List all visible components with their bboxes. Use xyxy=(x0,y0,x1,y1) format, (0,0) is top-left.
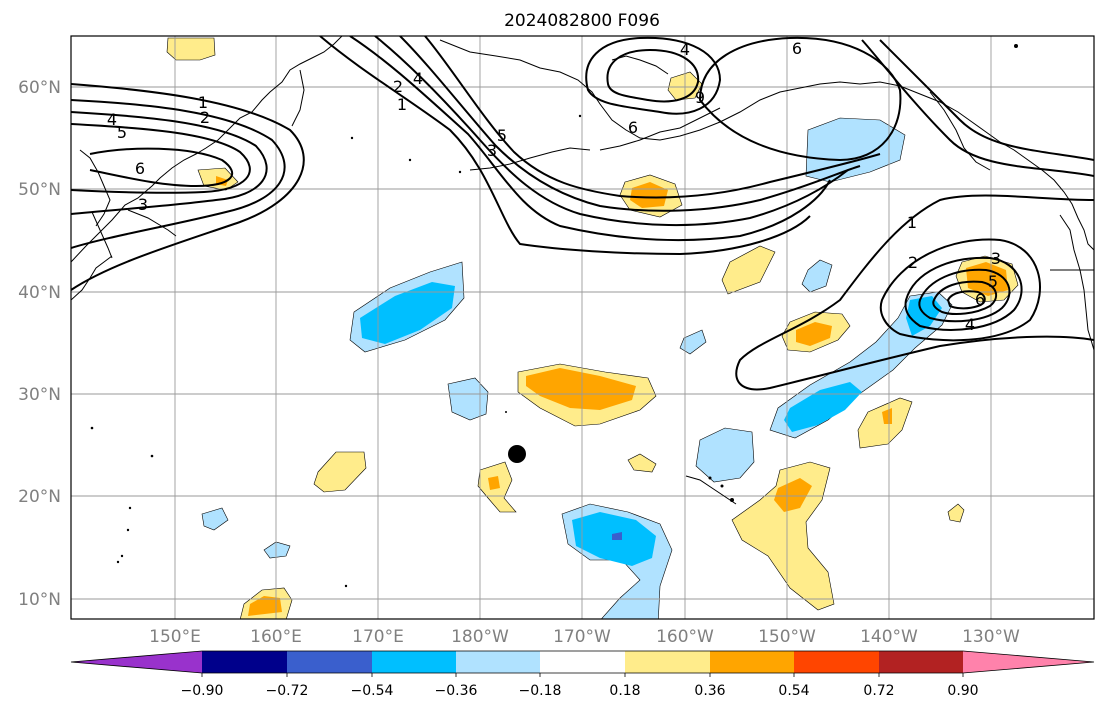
map-title: 2024082800 F096 xyxy=(504,11,660,31)
contour-label: 1 xyxy=(198,93,208,112)
contour-label: 4 xyxy=(413,69,423,88)
contour-label: 9 xyxy=(695,88,705,107)
lon-label: 180°W xyxy=(451,627,509,647)
colorbar xyxy=(70,650,1095,677)
colorbar-segment xyxy=(456,651,540,673)
colorbar-segment xyxy=(287,651,372,673)
gridlines xyxy=(71,36,1094,619)
colorbar-tick: 0.36 xyxy=(694,683,725,699)
contour-label: 2 xyxy=(200,108,210,127)
colorbar-tick: 0.90 xyxy=(947,683,978,699)
contour-label: 4 xyxy=(107,110,117,129)
map-area: 1 2 4 5 6 3 4 5 3 2 1 4 9 6 6 1 2 3 5 6 … xyxy=(71,36,1094,619)
colorbar-segment xyxy=(372,651,456,673)
storm-marker xyxy=(508,445,526,463)
lon-label: 160°W xyxy=(656,627,714,647)
lat-label: 20°N xyxy=(18,487,61,507)
lon-label: 170°W xyxy=(553,627,611,647)
lon-label: 130°W xyxy=(962,627,1020,647)
colorbar-ticks: −0.90 −0.72 −0.54 −0.36 −0.18 0.18 0.36 … xyxy=(181,683,979,699)
colorbar-segment xyxy=(794,651,879,673)
colorbar-segment xyxy=(879,651,963,673)
contour-label: 1 xyxy=(397,95,407,114)
colorbar-tick: 0.54 xyxy=(778,683,809,699)
colorbar-tick: −0.36 xyxy=(435,683,478,699)
lat-label: 50°N xyxy=(18,180,61,200)
lon-label: 160°E xyxy=(250,627,302,647)
lon-label: 140°W xyxy=(860,627,918,647)
contour-label: 5 xyxy=(497,126,507,145)
colorbar-segment xyxy=(71,651,202,673)
colorbar-segment xyxy=(625,651,710,673)
contour-label: 5 xyxy=(117,123,127,142)
contour-label: 6 xyxy=(628,118,638,137)
colorbar-tick: 0.72 xyxy=(863,683,894,699)
contour-label: 3 xyxy=(991,249,1001,268)
colorbar-segment xyxy=(540,651,625,673)
shaded-anomalies xyxy=(166,37,1019,619)
map-frame xyxy=(70,35,1095,620)
longitude-labels: 150°E 160°E 170°E 180°W 170°W 160°W 150°… xyxy=(149,627,1020,647)
lon-label: 170°E xyxy=(352,627,404,647)
contour-label: 4 xyxy=(680,40,690,59)
contours xyxy=(71,36,1094,391)
contour-label: 3 xyxy=(487,141,497,160)
colorbar-tick: −0.18 xyxy=(519,683,562,699)
colorbar-segment xyxy=(202,651,287,673)
contour-label: 6 xyxy=(792,39,802,58)
lon-label: 150°W xyxy=(758,627,816,647)
contour-label: 2 xyxy=(908,253,918,272)
lat-label: 60°N xyxy=(18,78,61,98)
contour-label: 2 xyxy=(393,77,403,96)
contour-label: 4 xyxy=(965,315,975,334)
latitude-labels: 60°N 50°N 40°N 30°N 20°N 10°N xyxy=(18,78,61,610)
contour-label: 3 xyxy=(138,195,148,214)
contour-label: 6 xyxy=(975,290,985,309)
lat-label: 10°N xyxy=(18,590,61,610)
colorbar-tick: 0.18 xyxy=(609,683,640,699)
lon-label: 150°E xyxy=(149,627,201,647)
colorbar-tick: −0.72 xyxy=(266,683,309,699)
lat-label: 40°N xyxy=(18,283,61,303)
contour-label: 5 xyxy=(988,272,998,291)
colorbar-segment xyxy=(710,651,794,673)
colorbar-segment xyxy=(963,651,1094,673)
islands xyxy=(90,44,1018,588)
contour-labels: 1 2 4 5 6 3 4 5 3 2 1 4 9 6 6 1 2 3 5 6 … xyxy=(107,39,1001,334)
colorbar-tick: −0.54 xyxy=(351,683,394,699)
contour-label: 1 xyxy=(907,213,917,232)
contour-label: 6 xyxy=(135,159,145,178)
colorbar-tick: −0.90 xyxy=(181,683,224,699)
lat-label: 30°N xyxy=(18,385,61,405)
